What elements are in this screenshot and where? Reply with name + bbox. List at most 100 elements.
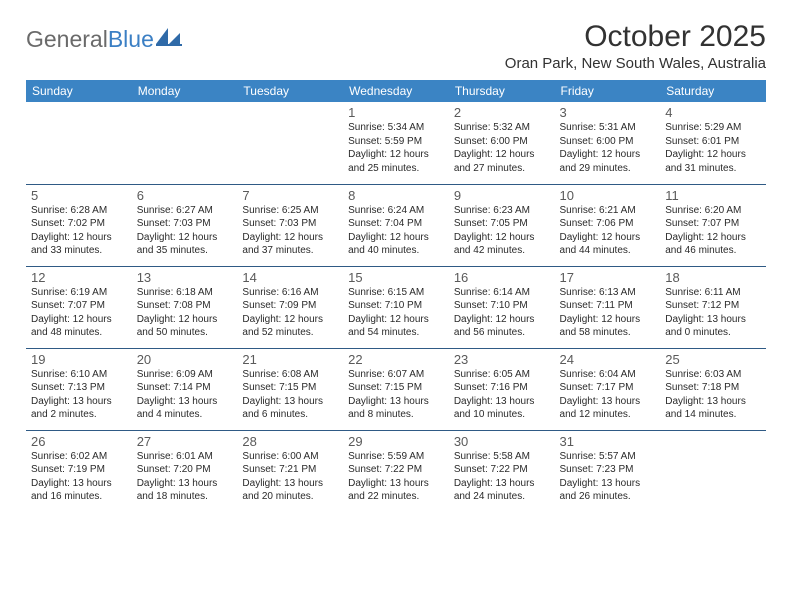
day-header: Tuesday — [237, 80, 343, 102]
calendar-cell: 4Sunrise: 5:29 AMSunset: 6:01 PMDaylight… — [660, 102, 766, 184]
day-number: 2 — [454, 105, 550, 120]
title-block: October 2025 Oran Park, New South Wales,… — [505, 20, 766, 72]
day-info-line: Sunrise: 6:20 AM — [665, 204, 761, 218]
day-info-line: Sunrise: 6:08 AM — [242, 368, 338, 382]
day-info-line: and 35 minutes. — [137, 244, 233, 258]
calendar-cell: 20Sunrise: 6:09 AMSunset: 7:14 PMDayligh… — [132, 348, 238, 430]
day-number: 18 — [665, 270, 761, 285]
day-info-line: Daylight: 12 hours — [242, 313, 338, 327]
day-info: Sunrise: 5:32 AMSunset: 6:00 PMDaylight:… — [454, 121, 550, 175]
day-number: 14 — [242, 270, 338, 285]
day-number: 25 — [665, 352, 761, 367]
day-number: 23 — [454, 352, 550, 367]
day-number: 31 — [560, 434, 656, 449]
location-text: Oran Park, New South Wales, Australia — [505, 55, 766, 72]
day-info: Sunrise: 5:58 AMSunset: 7:22 PMDaylight:… — [454, 450, 550, 504]
day-info-line: Sunrise: 5:29 AM — [665, 121, 761, 135]
day-info-line: Sunrise: 6:21 AM — [560, 204, 656, 218]
day-info-line: and 48 minutes. — [31, 326, 127, 340]
day-info-line: Sunrise: 5:32 AM — [454, 121, 550, 135]
day-info-line: Daylight: 12 hours — [454, 231, 550, 245]
calendar-row: 1Sunrise: 5:34 AMSunset: 5:59 PMDaylight… — [26, 102, 766, 184]
day-number: 10 — [560, 188, 656, 203]
day-info: Sunrise: 6:05 AMSunset: 7:16 PMDaylight:… — [454, 368, 550, 422]
day-info: Sunrise: 6:18 AMSunset: 7:08 PMDaylight:… — [137, 286, 233, 340]
day-info: Sunrise: 6:23 AMSunset: 7:05 PMDaylight:… — [454, 204, 550, 258]
day-info-line: Sunset: 7:10 PM — [348, 299, 444, 313]
day-info-line: and 20 minutes. — [242, 490, 338, 504]
calendar-cell: 15Sunrise: 6:15 AMSunset: 7:10 PMDayligh… — [343, 266, 449, 348]
day-info-line: Sunrise: 6:15 AM — [348, 286, 444, 300]
calendar-cell: 1Sunrise: 5:34 AMSunset: 5:59 PMDaylight… — [343, 102, 449, 184]
day-info-line: Daylight: 12 hours — [665, 231, 761, 245]
day-info-line: Sunrise: 6:14 AM — [454, 286, 550, 300]
logo-text-blue: Blue — [108, 26, 154, 52]
day-info-line: Sunset: 6:00 PM — [560, 135, 656, 149]
day-info-line: and 40 minutes. — [348, 244, 444, 258]
day-info: Sunrise: 6:04 AMSunset: 7:17 PMDaylight:… — [560, 368, 656, 422]
calendar-cell: 19Sunrise: 6:10 AMSunset: 7:13 PMDayligh… — [26, 348, 132, 430]
day-info-line: and 12 minutes. — [560, 408, 656, 422]
day-header: Wednesday — [343, 80, 449, 102]
day-info: Sunrise: 6:19 AMSunset: 7:07 PMDaylight:… — [31, 286, 127, 340]
day-number: 6 — [137, 188, 233, 203]
calendar-cell: 5Sunrise: 6:28 AMSunset: 7:02 PMDaylight… — [26, 184, 132, 266]
day-info: Sunrise: 6:27 AMSunset: 7:03 PMDaylight:… — [137, 204, 233, 258]
day-number: 16 — [454, 270, 550, 285]
day-number: 30 — [454, 434, 550, 449]
day-info-line: Sunrise: 6:13 AM — [560, 286, 656, 300]
day-info-line: Sunset: 6:00 PM — [454, 135, 550, 149]
day-info-line: Sunset: 7:03 PM — [137, 217, 233, 231]
day-info-line: Daylight: 12 hours — [137, 231, 233, 245]
header: GeneralBlue October 2025 Oran Park, New … — [26, 20, 766, 72]
calendar-cell: 14Sunrise: 6:16 AMSunset: 7:09 PMDayligh… — [237, 266, 343, 348]
day-info: Sunrise: 6:21 AMSunset: 7:06 PMDaylight:… — [560, 204, 656, 258]
day-number: 20 — [137, 352, 233, 367]
day-info-line: Daylight: 13 hours — [242, 395, 338, 409]
day-info-line: Daylight: 12 hours — [348, 148, 444, 162]
day-info-line: Sunset: 7:03 PM — [242, 217, 338, 231]
day-info-line: Sunrise: 6:04 AM — [560, 368, 656, 382]
day-info-line: Sunset: 7:12 PM — [665, 299, 761, 313]
calendar-cell: 25Sunrise: 6:03 AMSunset: 7:18 PMDayligh… — [660, 348, 766, 430]
day-info-line: and 6 minutes. — [242, 408, 338, 422]
calendar-row: 12Sunrise: 6:19 AMSunset: 7:07 PMDayligh… — [26, 266, 766, 348]
day-info: Sunrise: 6:00 AMSunset: 7:21 PMDaylight:… — [242, 450, 338, 504]
day-info-line: Daylight: 13 hours — [31, 395, 127, 409]
calendar-cell: 29Sunrise: 5:59 AMSunset: 7:22 PMDayligh… — [343, 430, 449, 512]
day-info-line: and 22 minutes. — [348, 490, 444, 504]
calendar-cell: 27Sunrise: 6:01 AMSunset: 7:20 PMDayligh… — [132, 430, 238, 512]
day-info-line: and 29 minutes. — [560, 162, 656, 176]
day-number: 17 — [560, 270, 656, 285]
day-info-line: Sunset: 7:16 PM — [454, 381, 550, 395]
day-info-line: Daylight: 13 hours — [454, 395, 550, 409]
day-info-line: Daylight: 13 hours — [560, 395, 656, 409]
day-info-line: and 52 minutes. — [242, 326, 338, 340]
calendar-cell: 23Sunrise: 6:05 AMSunset: 7:16 PMDayligh… — [449, 348, 555, 430]
day-info-line: Sunrise: 5:58 AM — [454, 450, 550, 464]
day-info-line: Sunrise: 5:59 AM — [348, 450, 444, 464]
sail-icon — [156, 28, 182, 51]
day-info: Sunrise: 5:29 AMSunset: 6:01 PMDaylight:… — [665, 121, 761, 175]
day-info-line: Sunset: 6:01 PM — [665, 135, 761, 149]
day-info-line: Sunrise: 6:11 AM — [665, 286, 761, 300]
day-info: Sunrise: 6:28 AMSunset: 7:02 PMDaylight:… — [31, 204, 127, 258]
day-number: 5 — [31, 188, 127, 203]
day-info-line: Sunset: 7:11 PM — [560, 299, 656, 313]
day-info-line: Sunset: 7:18 PM — [665, 381, 761, 395]
day-info-line: Sunset: 5:59 PM — [348, 135, 444, 149]
day-info-line: Sunset: 7:19 PM — [31, 463, 127, 477]
day-info-line: Sunrise: 6:09 AM — [137, 368, 233, 382]
day-info-line: Daylight: 12 hours — [242, 231, 338, 245]
day-info: Sunrise: 6:10 AMSunset: 7:13 PMDaylight:… — [31, 368, 127, 422]
day-number: 22 — [348, 352, 444, 367]
day-info: Sunrise: 5:31 AMSunset: 6:00 PMDaylight:… — [560, 121, 656, 175]
day-info-line: and 2 minutes. — [31, 408, 127, 422]
day-info-line: Daylight: 13 hours — [665, 313, 761, 327]
day-info-line: Sunset: 7:15 PM — [348, 381, 444, 395]
calendar-cell: 28Sunrise: 6:00 AMSunset: 7:21 PMDayligh… — [237, 430, 343, 512]
day-number: 11 — [665, 188, 761, 203]
day-info-line: and 58 minutes. — [560, 326, 656, 340]
day-info-line: Daylight: 13 hours — [454, 477, 550, 491]
day-info: Sunrise: 6:15 AMSunset: 7:10 PMDaylight:… — [348, 286, 444, 340]
